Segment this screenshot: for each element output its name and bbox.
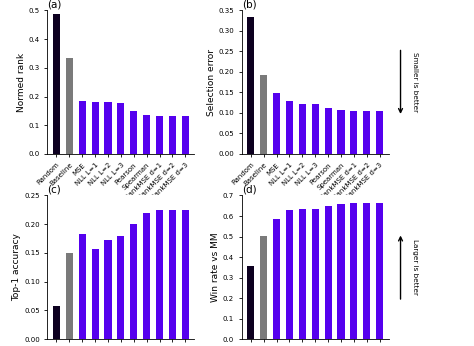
Bar <box>273 219 280 339</box>
Bar <box>325 206 332 339</box>
Bar <box>143 115 150 154</box>
Y-axis label: Normed rank: Normed rank <box>17 53 26 112</box>
Y-axis label: Selection error: Selection error <box>207 49 216 116</box>
Bar <box>53 306 60 339</box>
Text: (c): (c) <box>47 185 61 195</box>
Y-axis label: Win rate vs MM: Win rate vs MM <box>211 233 220 302</box>
Bar <box>130 111 137 154</box>
Bar <box>118 102 124 154</box>
Bar <box>260 236 267 339</box>
Text: Larger is better: Larger is better <box>412 239 418 295</box>
Bar <box>299 103 306 154</box>
Text: (d): (d) <box>242 185 256 195</box>
Bar <box>169 116 176 154</box>
Bar <box>286 210 293 339</box>
Bar <box>156 210 163 339</box>
Bar <box>53 14 60 154</box>
Bar <box>91 102 99 154</box>
Bar <box>299 209 306 339</box>
Bar <box>337 204 345 339</box>
Bar <box>156 116 163 154</box>
Bar <box>337 110 345 154</box>
Bar <box>350 203 357 339</box>
Bar <box>118 236 124 339</box>
Bar <box>104 240 111 339</box>
Bar <box>79 101 86 154</box>
Bar <box>247 17 255 154</box>
Bar <box>143 213 150 339</box>
Bar <box>376 111 383 154</box>
Y-axis label: Top-1 accuracy: Top-1 accuracy <box>12 233 21 301</box>
Bar <box>169 210 176 339</box>
Bar <box>325 108 332 154</box>
Bar <box>130 224 137 339</box>
Bar <box>91 249 99 339</box>
Bar <box>79 234 86 339</box>
Bar <box>66 58 73 154</box>
Bar <box>376 203 383 339</box>
Bar <box>286 101 293 154</box>
Bar <box>182 210 189 339</box>
Bar <box>350 111 357 154</box>
Bar <box>363 111 370 154</box>
Bar <box>260 75 267 154</box>
Text: Smaller is better: Smaller is better <box>412 52 418 112</box>
Bar <box>182 116 189 154</box>
Text: (a): (a) <box>47 0 62 10</box>
Text: (b): (b) <box>242 0 256 10</box>
Bar <box>312 209 319 339</box>
Bar <box>363 203 370 339</box>
Bar <box>104 102 111 154</box>
Bar <box>312 104 319 154</box>
Bar <box>66 253 73 339</box>
Bar <box>247 266 255 339</box>
Bar <box>273 93 280 154</box>
